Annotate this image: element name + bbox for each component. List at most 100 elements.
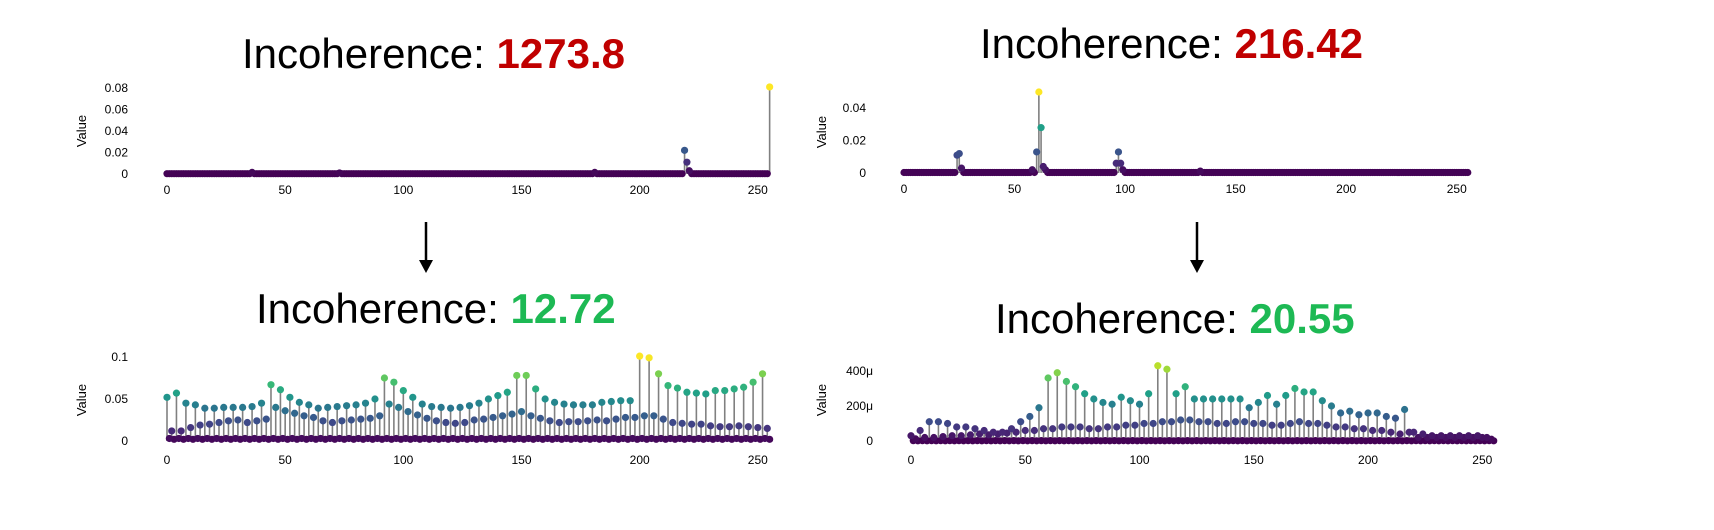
- data-point: [1341, 423, 1349, 431]
- panel-title-top-right: Incoherence: 216.42: [980, 20, 1363, 68]
- data-point: [243, 418, 251, 427]
- data-point: [619, 434, 627, 443]
- data-point: [470, 416, 478, 424]
- y-tick-label: 0.04: [105, 124, 129, 138]
- x-tick-label: 150: [511, 453, 531, 467]
- data-point: [1247, 437, 1256, 445]
- y-tick-label: 0: [121, 434, 128, 448]
- data-point: [276, 386, 285, 394]
- data-point: [602, 417, 611, 425]
- data-point: [1410, 428, 1418, 436]
- data-point: [1366, 437, 1374, 445]
- data-point: [1359, 425, 1368, 433]
- data-point: [165, 434, 173, 443]
- data-point: [1311, 437, 1320, 445]
- data-point: [163, 393, 171, 401]
- data-point: [588, 401, 596, 409]
- data-point: [695, 434, 703, 443]
- y-tick-label: 0: [859, 166, 866, 180]
- x-tick-label: 100: [393, 453, 413, 467]
- data-point: [749, 378, 757, 386]
- data-point: [1231, 418, 1240, 426]
- y-tick-label: 0.08: [105, 81, 129, 95]
- data-point: [1049, 425, 1057, 433]
- data-point: [761, 434, 769, 443]
- data-point: [371, 395, 379, 403]
- data-point: [345, 434, 353, 443]
- data-point: [210, 404, 218, 412]
- data-point: [442, 418, 450, 427]
- data-point: [706, 422, 715, 430]
- data-point: [498, 412, 507, 420]
- data-point: [392, 434, 400, 443]
- y-tick-label: 0.1: [111, 350, 128, 364]
- data-point: [1378, 426, 1386, 435]
- data-point: [307, 434, 315, 443]
- data-point: [962, 423, 970, 431]
- data-point: [1464, 168, 1472, 177]
- data-point: [267, 381, 275, 389]
- data-points: [900, 88, 1472, 177]
- stems: [956, 92, 1124, 173]
- data-point: [766, 83, 774, 91]
- data-point: [1196, 167, 1204, 175]
- data-point: [1364, 409, 1372, 417]
- incoherence-value: 20.55: [1249, 295, 1355, 342]
- data-point: [704, 434, 712, 443]
- data-point: [998, 428, 1007, 436]
- data-point: [1384, 437, 1393, 445]
- data-point: [916, 426, 924, 435]
- data-points: [163, 352, 774, 443]
- data-point: [411, 434, 419, 443]
- data-point: [1309, 388, 1317, 396]
- data-point: [1286, 419, 1294, 428]
- data-point: [740, 383, 748, 391]
- data-point: [430, 434, 438, 443]
- data-point: [1369, 426, 1377, 435]
- data-point: [1101, 437, 1109, 445]
- data-point: [191, 401, 199, 409]
- data-point: [1028, 166, 1036, 174]
- data-point: [213, 434, 221, 443]
- data-point: [1227, 395, 1235, 403]
- data-point: [385, 400, 393, 408]
- x-tick-label: 250: [748, 453, 768, 467]
- data-point: [477, 434, 485, 443]
- data-point: [581, 434, 589, 443]
- data-point: [1211, 437, 1219, 445]
- arrow-down-icon: [1190, 222, 1204, 273]
- data-point: [1140, 419, 1148, 428]
- data-point: [1295, 418, 1304, 426]
- data-point: [692, 389, 700, 397]
- data-point: [631, 413, 639, 422]
- data-point: [532, 385, 540, 393]
- data-point: [172, 389, 181, 397]
- data-point: [456, 403, 464, 411]
- data-point: [361, 399, 370, 407]
- x-tick-label: 150: [511, 183, 531, 197]
- data-point: [659, 415, 667, 423]
- data-point: [527, 412, 535, 420]
- data-point: [1300, 388, 1308, 396]
- x-tick-label: 250: [748, 183, 768, 197]
- data-point: [1149, 419, 1157, 428]
- data-point: [1001, 437, 1009, 445]
- data-point: [541, 395, 549, 403]
- data-point: [1135, 400, 1144, 408]
- data-point: [1199, 395, 1208, 403]
- data-point: [654, 370, 663, 378]
- data-point: [1403, 437, 1411, 445]
- data-point: [409, 393, 417, 401]
- data-point: [1263, 391, 1272, 400]
- data-point: [1076, 423, 1084, 431]
- data-point: [432, 417, 441, 425]
- data-point: [666, 434, 674, 443]
- data-point: [638, 434, 646, 443]
- data-point: [220, 403, 228, 411]
- y-axis-label: Value: [74, 384, 89, 416]
- data-point: [420, 434, 429, 443]
- data-point: [184, 434, 192, 443]
- data-point: [1241, 418, 1249, 426]
- data-point: [1446, 432, 1454, 440]
- data-point: [673, 384, 682, 392]
